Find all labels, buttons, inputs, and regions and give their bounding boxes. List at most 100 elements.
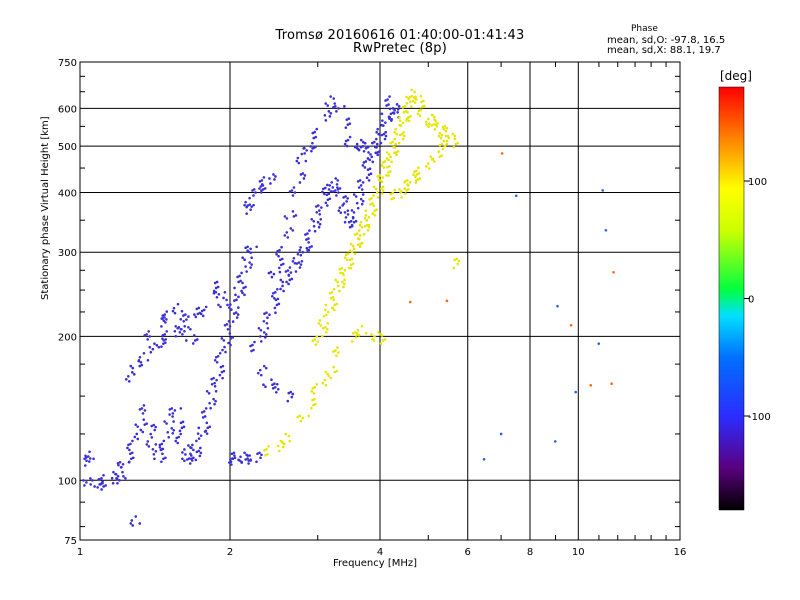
data-point — [265, 447, 268, 451]
data-point — [337, 107, 340, 110]
data-point — [341, 271, 345, 275]
data-point — [315, 210, 319, 214]
data-point — [386, 98, 389, 101]
data-point — [391, 140, 394, 144]
data-point — [231, 457, 234, 460]
data-point — [296, 156, 300, 160]
y-tick-label: 300 — [58, 248, 77, 259]
data-point — [262, 364, 266, 368]
data-point — [181, 457, 184, 461]
data-point — [436, 122, 439, 125]
data-point — [370, 141, 374, 145]
data-point — [383, 160, 387, 163]
data-point — [378, 174, 381, 177]
data-point — [153, 428, 157, 432]
data-point — [390, 118, 393, 121]
data-point — [246, 245, 249, 249]
data-point — [290, 395, 294, 399]
data-point — [394, 151, 398, 154]
data-point — [372, 185, 376, 189]
data-point — [140, 363, 144, 367]
data-point — [229, 458, 232, 461]
data-point — [264, 333, 268, 336]
data-point — [159, 448, 163, 452]
data-point — [263, 187, 267, 190]
data-point — [373, 213, 377, 217]
data-point — [412, 173, 415, 177]
data-point — [406, 184, 410, 187]
data-point — [361, 144, 365, 148]
data-point — [183, 448, 186, 451]
data-point — [351, 216, 355, 220]
data-point — [322, 187, 325, 191]
data-point — [179, 432, 183, 436]
data-point — [176, 326, 180, 330]
data-point — [162, 342, 165, 345]
data-point — [92, 457, 95, 461]
data-point — [359, 197, 363, 201]
data-point — [435, 125, 439, 128]
data-point — [154, 425, 158, 429]
data-point — [327, 310, 330, 314]
data-point — [142, 351, 146, 355]
data-point — [351, 262, 355, 266]
data-point — [438, 155, 442, 158]
data-point — [453, 258, 457, 262]
data-point — [275, 383, 279, 386]
data-point — [383, 338, 387, 341]
data-point — [379, 141, 383, 145]
data-point — [131, 439, 134, 443]
data-point — [323, 192, 326, 196]
data-point — [171, 432, 175, 435]
data-point — [298, 248, 302, 252]
data-point — [372, 339, 376, 342]
data-point — [381, 185, 385, 189]
data-point — [100, 476, 103, 480]
data-point — [189, 327, 192, 331]
data-point — [318, 212, 322, 216]
data-point — [183, 324, 187, 328]
data-point — [148, 345, 152, 349]
data-point — [612, 270, 615, 274]
data-point — [370, 155, 374, 159]
data-point — [142, 418, 146, 421]
data-point — [305, 149, 308, 152]
data-point — [337, 209, 341, 212]
data-point — [324, 186, 327, 190]
data-point — [245, 270, 248, 273]
data-point — [350, 209, 354, 212]
data-point — [251, 343, 254, 347]
data-point — [298, 181, 302, 184]
data-point — [387, 171, 390, 174]
data-point — [213, 402, 216, 406]
data-point — [368, 158, 372, 162]
data-point — [143, 423, 147, 426]
data-point — [84, 454, 87, 458]
data-point — [358, 223, 362, 227]
data-point — [401, 137, 405, 141]
data-point — [277, 449, 281, 453]
data-point — [303, 152, 306, 155]
data-point — [320, 206, 323, 209]
data-point — [127, 380, 131, 383]
data-point — [322, 326, 325, 330]
data-point — [343, 278, 346, 282]
data-point — [299, 419, 303, 423]
data-point — [160, 460, 163, 464]
data-point — [237, 295, 240, 299]
data-point — [358, 234, 362, 237]
data-point — [424, 165, 428, 168]
data-point — [291, 210, 295, 213]
data-point — [85, 459, 88, 463]
data-point — [313, 386, 317, 389]
data-point — [359, 220, 363, 224]
data-point — [275, 287, 279, 291]
data-point — [138, 364, 142, 368]
data-point — [150, 436, 154, 439]
data-point — [329, 95, 333, 98]
data-point — [85, 481, 88, 484]
data-point — [162, 319, 166, 322]
data-point — [355, 142, 359, 146]
data-point — [165, 318, 168, 321]
data-point — [212, 289, 216, 293]
